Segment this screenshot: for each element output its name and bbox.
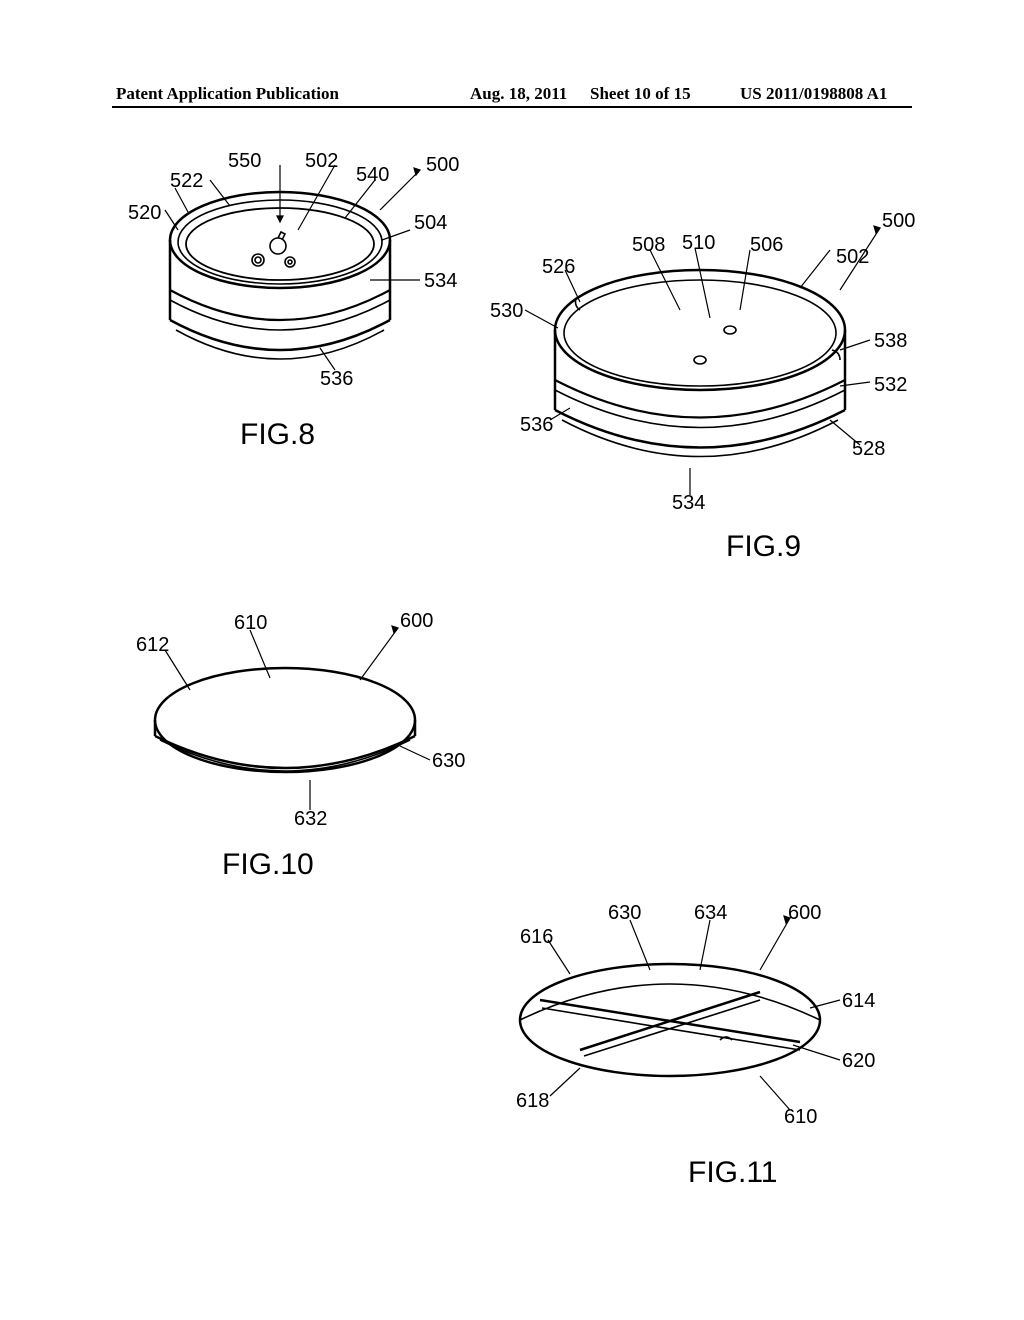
ref-540: 540: [356, 164, 389, 187]
fig10-label: FIG.10: [222, 848, 314, 882]
ref-536: 536: [320, 368, 353, 391]
ref-534b: 534: [672, 492, 705, 515]
figure-11: 630 634 600 616 614 620 618 610 FIG.11: [460, 900, 890, 1200]
ref-510: 510: [682, 232, 715, 255]
figure-9: 500 502 506 508 510 526 530 538 532 528 …: [480, 210, 920, 570]
ref-630b: 630: [608, 902, 641, 925]
ref-536b: 536: [520, 414, 553, 437]
ref-526: 526: [542, 256, 575, 279]
header-rule: [112, 106, 912, 108]
ref-600b: 600: [788, 902, 821, 925]
ref-504: 504: [414, 212, 447, 235]
fig11-label: FIG.11: [688, 1156, 777, 1190]
ref-614: 614: [842, 990, 875, 1013]
ref-618: 618: [516, 1090, 549, 1113]
ref-508: 508: [632, 234, 665, 257]
ref-630: 630: [432, 750, 465, 773]
ref-600: 600: [400, 610, 433, 633]
fig8-label: FIG.8: [240, 418, 315, 452]
ref-612: 612: [136, 634, 169, 657]
ref-522: 522: [170, 170, 203, 193]
ref-620: 620: [842, 1050, 875, 1073]
ref-530: 530: [490, 300, 523, 323]
figure-8: 550 502 540 500 522 520 504 534 536 FIG.…: [120, 150, 450, 470]
ref-550: 550: [228, 150, 261, 173]
ref-502: 502: [305, 150, 338, 173]
ref-632: 632: [294, 808, 327, 831]
ref-528: 528: [852, 438, 885, 461]
ref-502b: 502: [836, 246, 869, 269]
ref-520: 520: [128, 202, 161, 225]
ref-610: 610: [234, 612, 267, 635]
ref-500b: 500: [882, 210, 915, 233]
ref-538: 538: [874, 330, 907, 353]
ref-532: 532: [874, 374, 907, 397]
header-publication: Patent Application Publication: [116, 84, 339, 104]
ref-506: 506: [750, 234, 783, 257]
ref-634: 634: [694, 902, 727, 925]
header-date: Aug. 18, 2011: [470, 84, 567, 104]
ref-616: 616: [520, 926, 553, 949]
header-sheet: Sheet 10 of 15: [590, 84, 691, 104]
figure-10: 600 610 612 630 632 FIG.10: [110, 610, 470, 890]
header-pubnum: US 2011/0198808 A1: [740, 84, 887, 104]
ref-610b: 610: [784, 1106, 817, 1129]
ref-534: 534: [424, 270, 457, 293]
fig9-label: FIG.9: [726, 530, 801, 564]
ref-500: 500: [426, 154, 459, 177]
